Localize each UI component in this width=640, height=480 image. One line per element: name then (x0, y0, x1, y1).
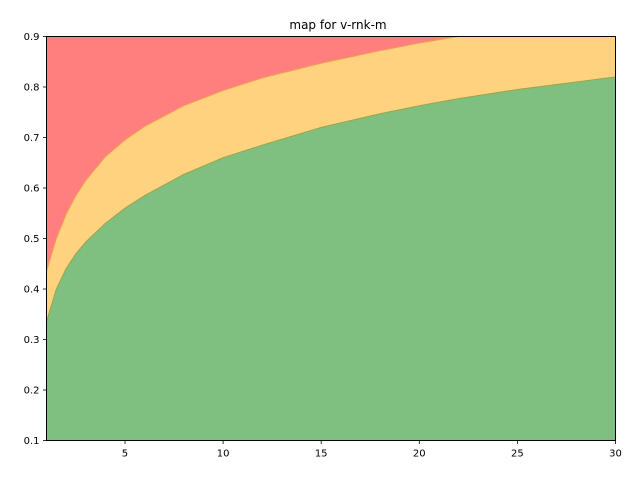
x-tick-label: 30 (609, 449, 622, 460)
y-tick-label: 0.4 (24, 285, 40, 296)
x-tick-label: 25 (511, 449, 524, 460)
y-axis: 0.1 0.2 0.3 0.4 0.5 0.6 0.7 0.8 0.9 (24, 32, 47, 447)
x-tick-label: 5 (122, 449, 128, 460)
y-tick-label: 0.3 (24, 335, 40, 346)
y-tick-label: 0.8 (24, 83, 40, 94)
y-tick-label: 0.6 (24, 184, 40, 195)
x-tick-label: 10 (217, 449, 230, 460)
y-tick-label: 0.7 (24, 133, 40, 144)
y-tick-label: 0.1 (24, 436, 40, 447)
x-tick-label: 15 (315, 449, 328, 460)
x-tick-label: 20 (413, 449, 426, 460)
y-tick-label: 0.5 (24, 234, 40, 245)
y-tick-label: 0.9 (24, 32, 40, 43)
chart-title: map for v-rnk-m (289, 18, 386, 32)
x-axis: 5 10 15 20 25 30 (122, 440, 622, 460)
plot-area (46, 36, 616, 441)
axes-frame (46, 36, 616, 441)
area-series-green-region-upper-boundary (46, 76, 616, 441)
y-tick-label: 0.2 (24, 386, 40, 397)
